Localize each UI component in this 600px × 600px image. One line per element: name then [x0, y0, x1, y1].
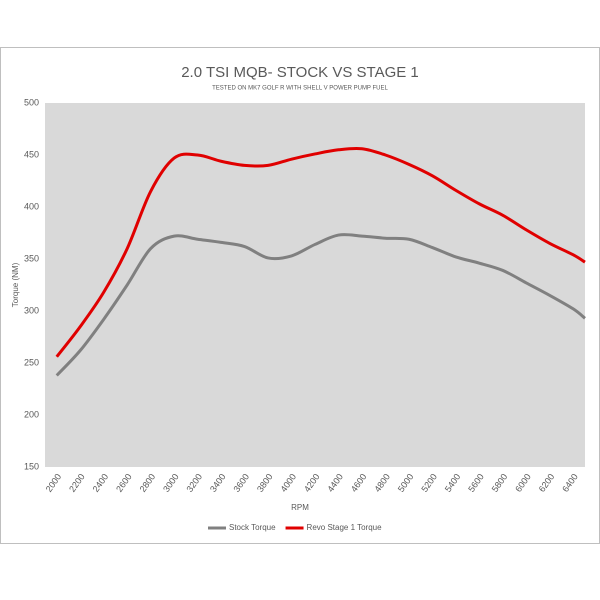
- series-line: [55, 233, 586, 377]
- chart-subtitle: TESTED ON MK7 GOLF R WITH SHELL V POWER …: [212, 86, 388, 92]
- y-tick-label: 250: [24, 357, 39, 367]
- y-tick-label: 150: [24, 461, 39, 471]
- legend-label: Revo Stage 1 Torque: [307, 523, 383, 532]
- y-tick-label: 350: [24, 253, 39, 263]
- y-tick-label: 200: [24, 409, 39, 419]
- y-tick-label: 450: [24, 149, 39, 159]
- y-axis-label: Torque (NM): [11, 262, 20, 307]
- y-tick-label: 400: [24, 201, 39, 211]
- legend-label: Stock Torque: [229, 523, 276, 532]
- y-tick-label: 300: [24, 305, 39, 315]
- y-tick-label: 500: [24, 97, 39, 107]
- chart-title: 2.0 TSI MQB- STOCK VS STAGE 1: [181, 64, 419, 81]
- series-line: [55, 146, 586, 358]
- x-axis-label: RPM: [291, 503, 309, 512]
- plot-area: [45, 103, 585, 467]
